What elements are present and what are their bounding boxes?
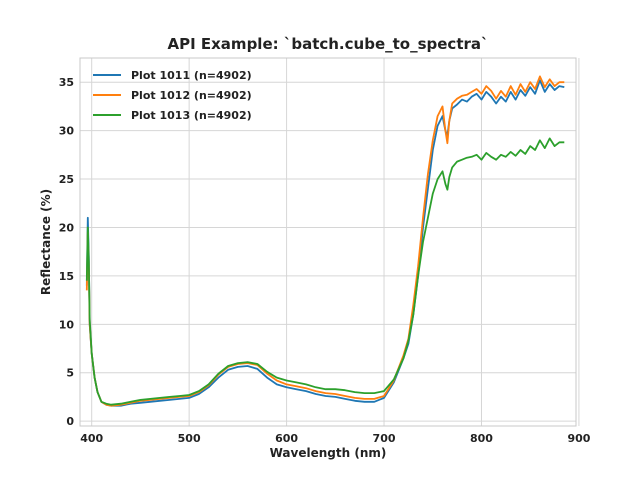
legend: Plot 1011 (n=4902) Plot 1012 (n=4902) Plot… [93, 69, 252, 122]
series-lines [85, 75, 565, 407]
chart-title: API Example: `batch.cube_to_spectra` [167, 35, 488, 53]
x-tick-label: 800 [470, 432, 493, 445]
y-tick-label: 15 [59, 270, 74, 283]
series-line-2 [85, 75, 565, 407]
legend-label-1: Plot 1011 (n=4902) [131, 69, 252, 82]
y-tick-label: 30 [59, 125, 75, 138]
x-tick-label: 600 [275, 432, 298, 445]
grid [80, 58, 580, 426]
series-line-3 [85, 137, 565, 406]
legend-label-2: Plot 1012 (n=4902) [131, 89, 252, 102]
x-tick-label: 400 [80, 432, 103, 445]
series-line-1 [85, 79, 565, 407]
y-tick-label: 10 [59, 318, 75, 331]
y-tick-label: 25 [59, 173, 74, 186]
y-tick-label: 5 [66, 367, 74, 380]
x-tick-label: 900 [567, 432, 590, 445]
y-tick-label: 35 [59, 76, 74, 89]
y-tick-label: 0 [66, 415, 74, 428]
y-tick-label: 20 [59, 221, 75, 234]
legend-label-3: Plot 1013 (n=4902) [131, 109, 252, 122]
y-axis-label: Reflectance (%) [39, 189, 53, 295]
tick-labels: 400 500 600 700 800 900 0 5 10 15 20 25 30 35 [59, 76, 591, 445]
plot-frame [79, 57, 577, 427]
x-tick-label: 500 [178, 432, 201, 445]
x-axis-label: Wavelength (nm) [270, 446, 387, 460]
x-tick-label: 700 [373, 432, 396, 445]
